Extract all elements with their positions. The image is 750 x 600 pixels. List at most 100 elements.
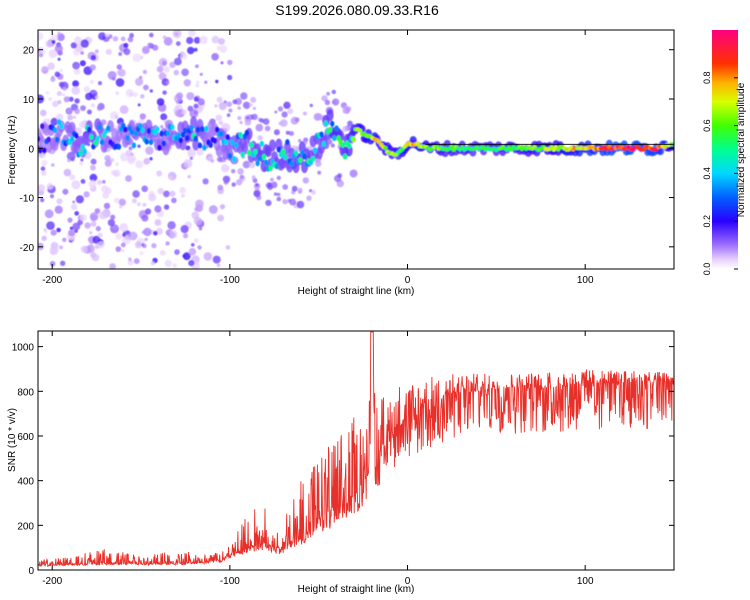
spectrogram-noise-cell <box>157 187 164 195</box>
spectrogram-ridge-cell <box>240 151 245 158</box>
spectrogram-noise-cell <box>112 224 118 230</box>
spectrogram-ridge-cell <box>255 160 260 167</box>
spectrogram-y-tick-label: 10 <box>23 95 35 106</box>
spectrogram-ridge-cell <box>415 141 420 146</box>
spectrogram-noise-cell <box>285 130 290 135</box>
spectrogram-noise-cell <box>139 113 146 120</box>
spectrogram-noise-cell <box>223 179 229 185</box>
spectrogram-noise-cell <box>259 118 265 123</box>
spectrogram-noise-cell <box>273 192 278 196</box>
spectrogram-noise-cell <box>283 101 291 109</box>
spectrogram-noise-cell <box>125 175 132 182</box>
spectrogram-ridge-cell <box>123 126 128 133</box>
spectrogram-ridge-cell <box>246 149 252 156</box>
spectrogram-noise-cell <box>54 44 63 53</box>
spectrogram-noise-cell <box>38 52 44 58</box>
spectrogram-noise-cell <box>265 199 272 207</box>
spectrogram-noise-cell <box>113 171 118 176</box>
spectrogram-noise-cell <box>141 185 148 193</box>
spectrogram-noise-cell <box>97 81 103 86</box>
spectrogram-noise-cell <box>194 238 199 243</box>
spectrogram-x-tick-label: 0 <box>405 275 411 286</box>
colorbar: 0.0 0.2 0.4 0.6 0.8 Normalized spectral ampl… <box>702 30 747 275</box>
spectrogram-noise-cell <box>189 109 199 118</box>
spectrogram-noise-cell <box>262 118 270 125</box>
spectrogram-noise-cell <box>197 245 202 250</box>
spectrogram-noise-cell <box>145 208 152 215</box>
spectrogram-ridge-cell <box>376 139 382 144</box>
colorbar-tick-label: 0.8 <box>702 72 712 85</box>
spectrogram-noise-cell <box>218 121 223 125</box>
spectrogram-noise-cell <box>175 106 180 111</box>
spectrogram-noise-cell <box>95 95 99 100</box>
spectrogram-noise-cell <box>174 109 182 117</box>
spectrogram-noise-cell <box>173 69 180 76</box>
spectrogram-noise-cell <box>137 103 141 107</box>
spectrogram-noise-cell <box>132 53 142 63</box>
spectrogram-ridge-cell <box>170 124 175 131</box>
spectrogram-noise-cell <box>197 98 205 106</box>
spectrogram-noise-cell <box>148 193 157 202</box>
spectrogram-noise-cell <box>191 243 195 247</box>
spectrogram-noise-cell <box>155 219 161 226</box>
spectrogram-noise-cell <box>89 79 94 84</box>
spectrogram-noise-cell <box>90 103 96 108</box>
spectrogram-noise-cell <box>276 192 281 197</box>
spectrogram-noise-cell <box>162 35 167 39</box>
spectrogram-noise-cell <box>40 166 46 171</box>
spectrogram-noise-cell <box>38 32 44 41</box>
snr-series-line <box>38 331 674 568</box>
spectrogram-noise-cell <box>248 161 256 169</box>
spectrogram-noise-cell <box>90 221 97 227</box>
spectrogram-ridge-cell <box>189 125 194 131</box>
spectrogram-noise-cell <box>142 69 148 75</box>
spectrogram-noise-cell <box>181 109 187 115</box>
spectrogram-noise-cell <box>265 182 272 189</box>
spectrogram-ridge-cell <box>293 150 299 156</box>
spectrogram-noise-cell <box>69 226 74 230</box>
spectrogram-noise-cell <box>134 241 142 249</box>
spectrogram-noise-cell <box>342 109 347 114</box>
spectrogram-noise-cell <box>118 52 123 56</box>
snr-y-tick-label: 200 <box>17 521 34 532</box>
spectrogram-noise-cell <box>193 47 198 52</box>
spectrogram-noise-cell <box>132 92 138 97</box>
spectrogram-noise-cell <box>188 260 195 267</box>
spectrogram-noise-cell <box>80 158 84 162</box>
spectrogram-noise-cell <box>90 164 96 171</box>
spectrogram-ridge-cell <box>257 155 262 162</box>
spectrogram-noise-cell <box>137 144 141 148</box>
spectrogram-noise-cell <box>60 81 69 91</box>
spectrogram-ridge-cell <box>229 139 235 146</box>
spectrogram-noise-cell <box>294 117 300 123</box>
spectrogram-noise-cell <box>69 174 76 181</box>
spectrogram-noise-cell <box>133 258 140 264</box>
spectrogram-noise-cell <box>56 198 63 205</box>
spectrogram-noise-cell <box>315 113 323 121</box>
spectrogram-ridge-cell <box>95 135 100 142</box>
spectrogram-ridge-cell <box>129 129 134 136</box>
spectrogram-ridge-cell <box>319 131 324 138</box>
spectrogram-noise-cell <box>62 93 66 97</box>
spectrogram-ridge-cell <box>268 165 273 172</box>
spectrogram-noise-cell <box>219 45 228 53</box>
spectrogram-noise-cell <box>54 71 61 78</box>
spectrogram-ridge-cell <box>89 134 94 140</box>
spectrogram-noise-cell <box>123 48 131 56</box>
spectrogram-noise-cell <box>204 80 208 84</box>
spectrogram-noise-cell <box>127 36 134 43</box>
spectrogram-noise-cell <box>83 86 91 93</box>
spectrogram-ridge-cell <box>208 142 213 148</box>
spectrogram-noise-cell <box>45 40 53 48</box>
spectrogram-noise-cell <box>237 168 244 175</box>
spectrogram-noise-cell <box>40 198 45 203</box>
spectrogram-ridge-cell <box>40 123 45 130</box>
spectrogram-noise-cell <box>50 34 59 42</box>
spectrogram-noise-cell <box>44 209 54 219</box>
spectrogram-noise-cell <box>90 158 97 165</box>
spectrogram-noise-cell <box>162 60 167 66</box>
spectrogram-noise-cell <box>65 107 73 115</box>
spectrogram-noise-cell <box>180 193 185 198</box>
snr-series <box>38 331 674 568</box>
